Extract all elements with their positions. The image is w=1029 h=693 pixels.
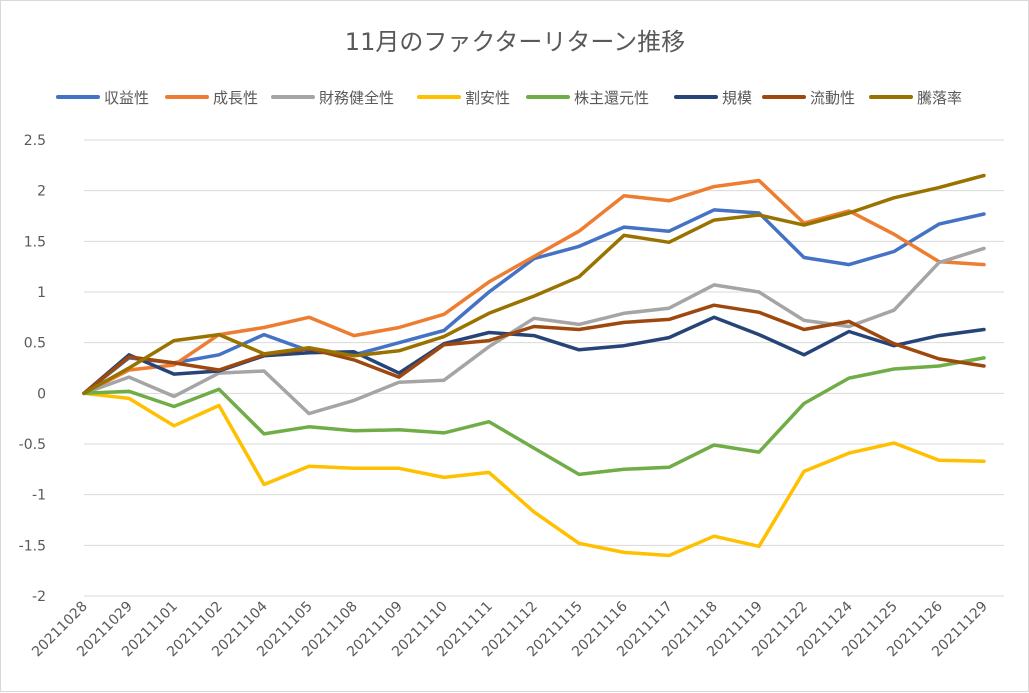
y-tick-label: -2 (32, 589, 46, 605)
legend-item: 騰落率 (869, 89, 962, 107)
series-line-5 (82, 356, 986, 477)
legend-item: 成長性 (165, 89, 258, 107)
legend: 収益性 成長性 財務健全性 割安性 株主還元性 規模 流動性 騰落率 (56, 89, 962, 107)
y-tick-label: 2 (37, 184, 46, 200)
legend-label: 騰落率 (917, 89, 962, 107)
legend-item: 株主還元性 (526, 89, 649, 107)
y-axis: -2 -1.5 -1 -0.5 0 0.5 1 1.5 2 2.5 (19, 133, 46, 605)
legend-label: 流動性 (810, 89, 855, 107)
y-tick-label: 1.5 (24, 234, 46, 250)
y-tick-label: -0.5 (19, 437, 46, 453)
legend-item: 割安性 (417, 89, 510, 107)
legend-label: 成長性 (213, 89, 258, 107)
legend-item: 収益性 (56, 89, 149, 107)
legend-item: 流動性 (762, 89, 855, 107)
x-axis: 2021102820211029202111012021110220211104… (29, 598, 991, 660)
y-tick-label: 0 (37, 386, 46, 402)
legend-item: 規模 (674, 89, 752, 107)
series-lines (82, 173, 986, 558)
series-line-4 (82, 391, 986, 558)
legend-label: 株主還元性 (574, 89, 649, 107)
legend-label: 割安性 (465, 89, 510, 107)
y-tick-label: -1 (32, 488, 46, 504)
legend-item: 財務健全性 (271, 89, 394, 107)
chart-title: 11月のファクターリターン推移 (345, 28, 685, 56)
series-line-2 (82, 178, 986, 396)
series-line-1 (82, 208, 986, 396)
y-tick-label: 1 (37, 285, 46, 301)
series-line-8 (82, 173, 986, 396)
gridlines (84, 139, 1004, 597)
y-tick-label: 2.5 (24, 133, 46, 149)
legend-label: 収益性 (104, 89, 149, 107)
y-tick-label: 0.5 (24, 336, 46, 352)
legend-label: 財務健全性 (319, 89, 394, 107)
y-tick-label: -1.5 (19, 538, 46, 554)
series-line-7 (82, 303, 986, 396)
legend-label: 規模 (722, 89, 752, 107)
